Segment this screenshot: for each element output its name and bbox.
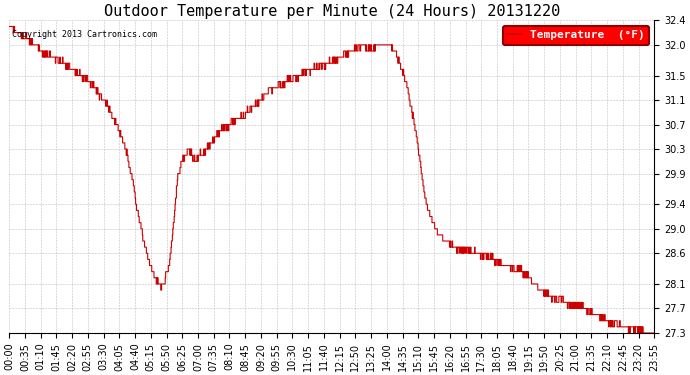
Legend: Temperature  (°F): Temperature (°F) xyxy=(503,26,649,45)
Text: Copyright 2013 Cartronics.com: Copyright 2013 Cartronics.com xyxy=(12,30,157,39)
Title: Outdoor Temperature per Minute (24 Hours) 20131220: Outdoor Temperature per Minute (24 Hours… xyxy=(104,4,560,19)
